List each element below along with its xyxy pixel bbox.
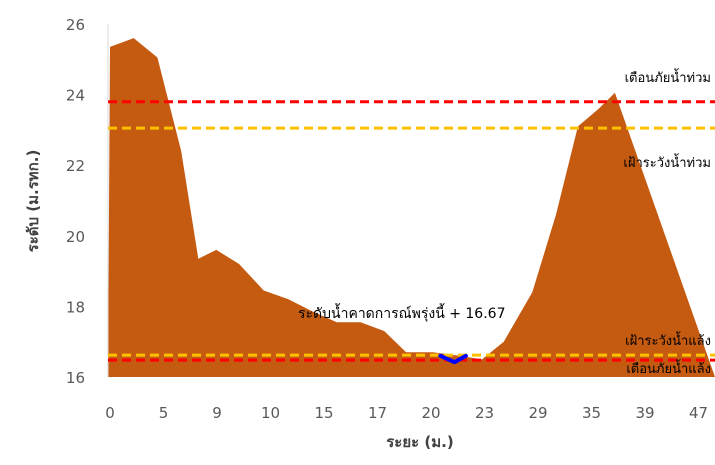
forecast-label: ระดับน้ำคาดการณ์พรุ่งนี้ + 16.67 [298,303,505,322]
tick-labels: 16 18 20 22 24 26 0 5 9 10 15 17 20 23 29 35 39 47 [66,16,708,422]
label-warning-flood: เตือนภัยน้ำท่วม [625,68,711,86]
y-tick-label: 20 [66,228,85,246]
ground-area [108,38,715,377]
y-tick-label: 18 [66,298,85,316]
label-watch-drought: เฝ้าระวังน้ำแล้ง [625,331,711,349]
x-tick-label: 5 [159,404,169,422]
x-tick-label: 35 [582,404,601,422]
y-tick-label: 16 [66,369,85,387]
x-tick-label: 47 [689,404,708,422]
label-warning-drought: เตือนภัยน้ำแล้ง [626,359,711,377]
annotations: เตือนภัยน้ำท่วมเฝ้าระวังน้ำท่วมเฝ้าระวัง… [298,68,711,377]
x-axis-title: ระยะ (ม.) [386,433,453,451]
x-tick-label: 29 [528,404,547,422]
reference-lines [108,100,715,362]
x-tick-label: 15 [314,404,333,422]
label-watch-flood: เฝ้าระวังน้ำท่วม [623,153,711,171]
x-tick-label: 0 [105,404,115,422]
x-tick-label: 39 [635,404,654,422]
y-tick-label: 22 [66,157,85,175]
water-level-layer [438,353,468,365]
ground-area-layer [108,38,715,377]
x-tick-label: 9 [212,404,222,422]
y-axis-title: ระดับ (ม.รทก.) [24,150,42,253]
x-tick-label: 17 [368,404,387,422]
x-tick-label: 20 [421,404,440,422]
y-tick-label: 24 [66,87,85,105]
y-tick-label: 26 [66,16,85,34]
x-tick-label: 10 [261,404,280,422]
x-tick-label: 23 [475,404,494,422]
water-level-line [438,353,468,365]
